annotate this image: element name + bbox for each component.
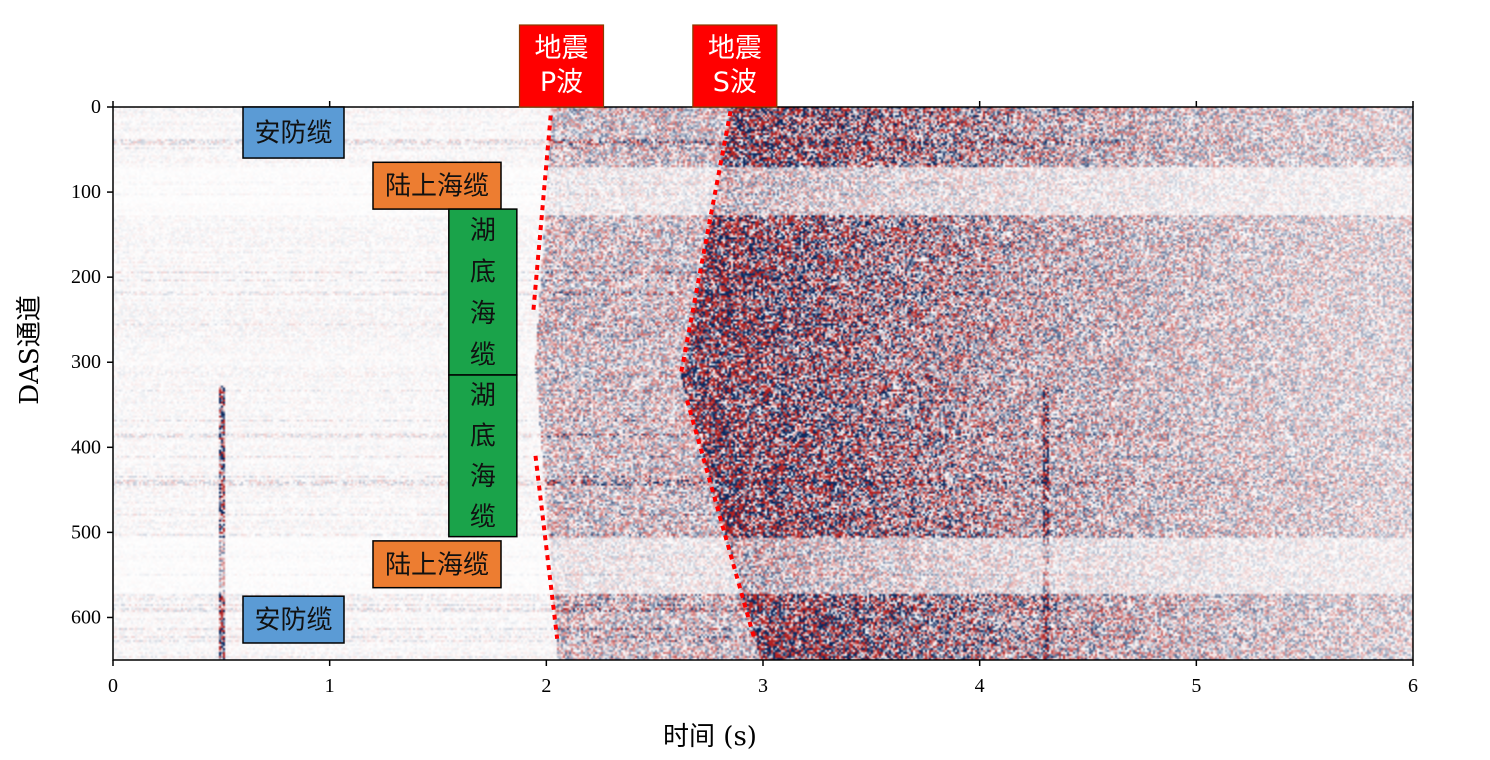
region-label-box <box>372 161 502 210</box>
y-tick-label: 400 <box>71 436 101 458</box>
x-tick-label: 4 <box>975 675 985 697</box>
region-label-box <box>242 595 345 644</box>
region-label-char: 缆 <box>470 340 496 370</box>
s-wave-pick-line <box>685 399 757 640</box>
y-axis-label: DAS通道 <box>15 295 45 404</box>
y-tick-label: 100 <box>71 181 101 203</box>
y-tick-label: 0 <box>91 96 101 118</box>
region-label-char: 湖 <box>470 381 496 411</box>
x-tick-label: 6 <box>1408 675 1418 697</box>
y-axis-ticks: 0 100 200 300 400 500 600 <box>71 96 113 628</box>
region-label: 安防缆 <box>242 595 345 644</box>
heatmap-raster <box>113 107 1413 660</box>
phase-label-text: 地震 <box>535 33 589 64</box>
y-tick-label: 500 <box>71 521 101 543</box>
region-label-box <box>242 106 345 159</box>
p-wave-pick-line <box>531 115 553 312</box>
das-heatmap <box>113 107 1413 660</box>
phase-label-text: 地震 <box>708 33 762 64</box>
x-tick-label: 5 <box>1191 675 1201 697</box>
region-label-text: 陆上海缆 <box>385 550 489 580</box>
region-label-box <box>372 540 502 589</box>
region-label: 陆上海缆 <box>372 161 502 210</box>
x-tick-label: 0 <box>108 675 118 697</box>
region-label-char: 缆 <box>470 502 496 532</box>
region-label: 安防缆 <box>242 106 345 159</box>
x-tick-label: 2 <box>541 675 551 697</box>
region-label-char: 海 <box>470 462 496 492</box>
region-label-box <box>448 374 518 538</box>
phase-label-text: P波 <box>540 67 583 98</box>
p-wave-pick-line <box>533 455 560 639</box>
phase-label-text: S波 <box>713 67 757 98</box>
s-wave-pick-line <box>678 110 733 376</box>
region-label: 陆上海缆 <box>372 540 502 589</box>
x-axis-label: 时间 (s) <box>663 722 757 752</box>
region-label-text: 安防缆 <box>254 119 332 149</box>
y-tick-label: 200 <box>71 266 101 288</box>
x-tick-label: 1 <box>325 675 335 697</box>
region-label-char: 底 <box>470 422 496 452</box>
phase-label-box <box>518 24 605 108</box>
phase-pick-lines <box>531 110 757 640</box>
phase-label-box <box>692 24 778 108</box>
region-label-char: 海 <box>470 299 496 329</box>
x-tick-label: 3 <box>758 675 768 697</box>
region-label-text: 安防缆 <box>254 606 332 636</box>
y-tick-label: 600 <box>71 606 101 628</box>
region-label-text: 陆上海缆 <box>385 172 489 202</box>
region-label-char: 底 <box>470 257 496 287</box>
y-tick-label: 300 <box>71 351 101 373</box>
region-label-char: 湖 <box>470 216 496 246</box>
